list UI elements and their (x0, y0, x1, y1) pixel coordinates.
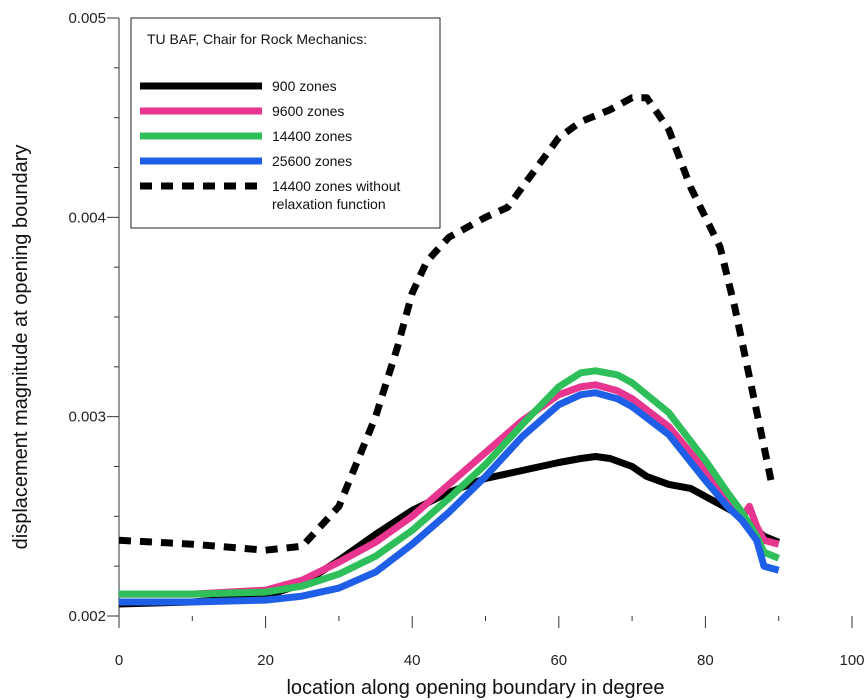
legend: TU BAF, Chair for Rock Mechanics: 900 zon… (130, 17, 441, 229)
legend-label: 14400 zones without relaxation function (272, 178, 401, 212)
legend-label: 9600 zones (272, 103, 344, 119)
x-tick-label: 60 (550, 652, 567, 669)
series-line (119, 389, 780, 606)
series-layer (118, 94, 781, 608)
y-tick-label: 0.003 (68, 409, 106, 426)
y-tick-label: 0.004 (68, 209, 106, 226)
y-axis-title: displacement magnitude at opening bounda… (10, 145, 32, 550)
x-tick-label: 0 (115, 652, 123, 669)
series-line (118, 453, 781, 608)
x-tick-label: 80 (697, 652, 714, 669)
y-tick-label: 0.002 (68, 608, 106, 625)
series-line (118, 94, 775, 554)
legend-title: TU BAF, Chair for Rock Mechanics: (147, 31, 367, 47)
axes-layer: 0.002 0.003 0.004 0.005 0 20 40 60 80 100 location… (10, 10, 865, 699)
legend-label: 900 zones (272, 78, 337, 94)
legend-label: 25600 zones (272, 153, 352, 169)
x-tick-label: 20 (257, 652, 274, 669)
x-axis-title: location along opening boundary in degre… (286, 677, 664, 699)
x-tick-label: 40 (404, 652, 421, 669)
legend-label: 14400 zones (272, 128, 352, 144)
y-tick-label: 0.005 (68, 10, 106, 27)
x-tick-label: 100 (839, 652, 864, 669)
series-line (119, 367, 781, 598)
legend-box (130, 17, 441, 229)
